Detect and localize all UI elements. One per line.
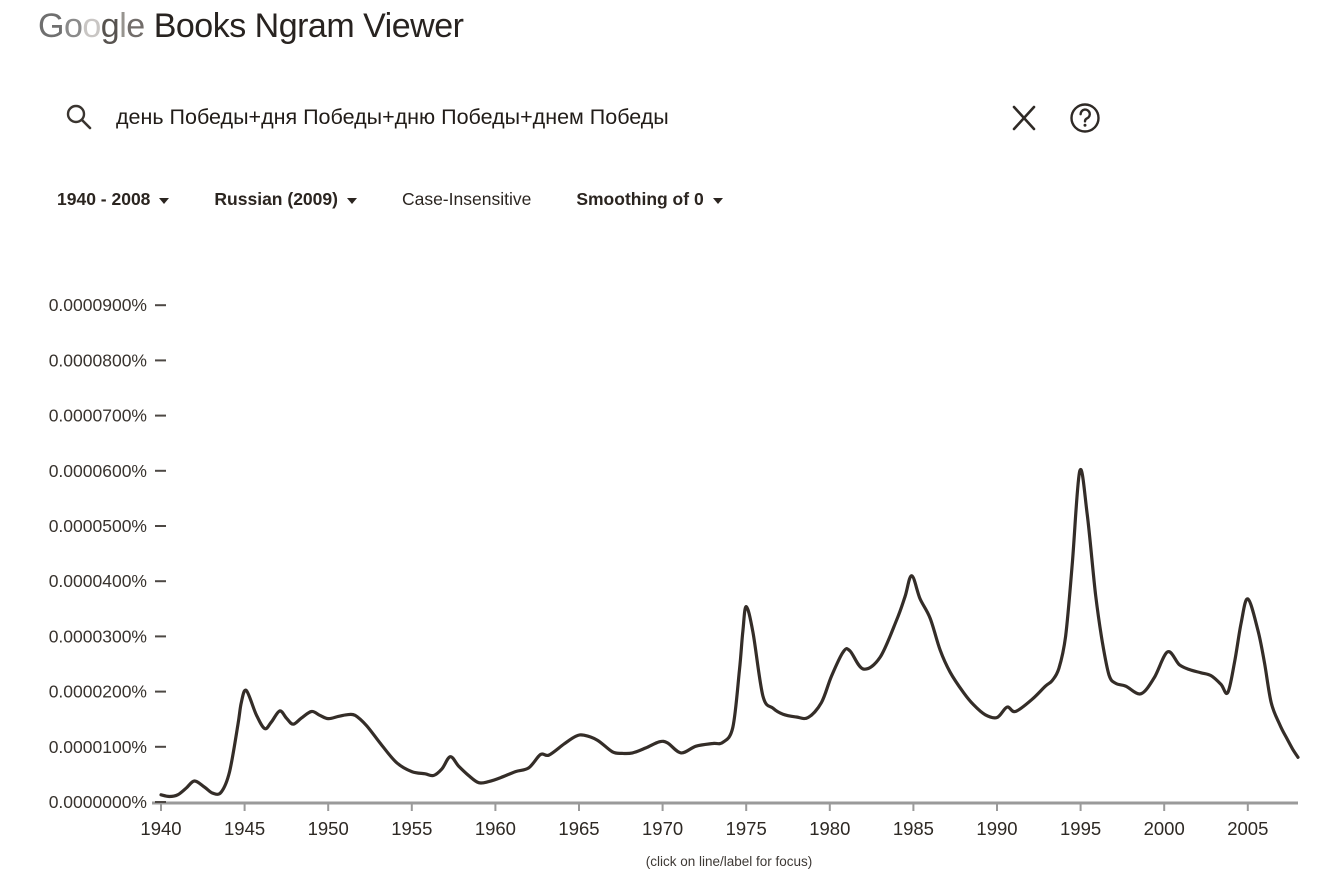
smoothing-label: Smoothing of 0: [576, 189, 704, 209]
corpus-label: Russian (2009): [214, 189, 338, 209]
x-tick-label: 1945: [224, 818, 265, 839]
chart-controls: 1940 - 2008 Russian (2009) Case-Insensit…: [57, 189, 723, 210]
x-tick-label: 2000: [1144, 818, 1185, 839]
y-tick-label: 0.0000200%: [49, 682, 147, 702]
y-tick-label: 0.0000400%: [49, 571, 147, 591]
x-tick-label: 1990: [976, 818, 1017, 839]
google-logo-letter: g: [100, 7, 120, 45]
search-icon: [64, 102, 94, 132]
google-logo-letter: e: [126, 7, 145, 45]
clear-icon[interactable]: [1008, 103, 1040, 133]
y-tick-label: 0.0000800%: [49, 350, 147, 370]
search-input[interactable]: [116, 98, 986, 136]
corpus-dropdown[interactable]: Russian (2009): [214, 189, 357, 210]
x-tick-label: 1950: [308, 818, 349, 839]
ngram-series-line[interactable]: [159, 467, 1300, 799]
y-tick-label: 0.0000100%: [49, 737, 147, 757]
app-logo: Google Books Ngram Viewer: [38, 6, 464, 46]
x-tick-label: 1940: [140, 818, 181, 839]
app-title: Books Ngram Viewer: [153, 7, 464, 45]
x-tick-label: 1995: [1060, 818, 1101, 839]
year-range-label: 1940 - 2008: [57, 189, 151, 209]
x-tick-label: 1985: [893, 818, 934, 839]
x-tick-label: 1980: [809, 818, 850, 839]
google-logo-letter: G: [38, 7, 64, 45]
chevron-down-icon: [346, 198, 357, 204]
y-tick-label: 0.0000600%: [49, 461, 147, 481]
x-tick-label: 1975: [726, 818, 767, 839]
google-logo-letter: l: [119, 7, 127, 45]
y-tick-label: 0.0000900%: [49, 295, 147, 315]
chevron-down-icon: [159, 198, 170, 204]
case-insensitive-label: Case-Insensitive: [401, 189, 532, 209]
y-tick-label: 0.0000300%: [49, 626, 147, 646]
x-tick-label: 2005: [1227, 818, 1268, 839]
google-logo-letter: o: [63, 7, 83, 45]
x-tick-label: 1970: [642, 818, 683, 839]
x-tick-label: 1955: [391, 818, 432, 839]
y-tick-label: 0.0000000%: [49, 792, 147, 812]
year-range-dropdown[interactable]: 1940 - 2008: [57, 189, 170, 210]
chevron-down-icon: [712, 198, 723, 204]
smoothing-dropdown[interactable]: Smoothing of 0: [576, 189, 723, 210]
y-tick-label: 0.0000700%: [49, 406, 147, 426]
y-tick-label: 0.0000500%: [49, 516, 147, 536]
case-insensitive-toggle[interactable]: Case-Insensitive: [402, 189, 531, 210]
help-icon[interactable]: [1068, 101, 1102, 135]
focus-hint: (click on line/label for focus): [645, 854, 813, 869]
google-logo: Google: [38, 7, 145, 45]
x-tick-label: 1965: [558, 818, 599, 839]
google-logo-letter: o: [82, 7, 101, 45]
x-tick-label: 1960: [475, 818, 516, 839]
